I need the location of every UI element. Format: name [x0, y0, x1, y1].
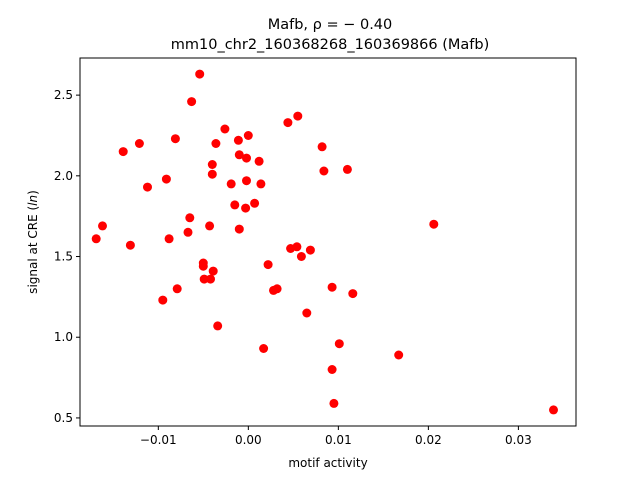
data-point [185, 213, 195, 223]
data-point [234, 224, 244, 234]
data-point [206, 274, 215, 284]
plot-frame [79, 57, 577, 427]
data-point [334, 339, 344, 349]
data-point [158, 295, 168, 305]
data-point [327, 282, 337, 292]
data-point [327, 365, 337, 374]
data-point [91, 234, 101, 244]
data-point [250, 198, 260, 208]
y-axis-ticks: 0.5 1.0 1.5 2.0 2.5 [54, 88, 80, 425]
data-point [98, 221, 107, 231]
data-point [198, 261, 208, 271]
x-axis-ticks: −0.01 0.00 0.01 0.02 0.03 [140, 426, 532, 447]
data-point [213, 321, 223, 331]
data-point [207, 169, 217, 179]
data-point [226, 179, 236, 189]
data-point [230, 200, 240, 210]
chart-title-line1: Mafb, ρ = − 0.40 [268, 17, 393, 33]
data-point [125, 240, 135, 250]
data-point [348, 289, 358, 299]
x-tick-label: 0.01 [325, 433, 352, 447]
data-point [143, 182, 152, 192]
data-point [329, 398, 339, 408]
data-point [293, 111, 303, 121]
chart-title-line2: mm10_chr2_160368268_160369866 (Mafb) [171, 37, 489, 53]
x-tick-label: 0.02 [415, 433, 442, 447]
x-tick-label: 0.00 [235, 433, 262, 447]
data-point [302, 308, 312, 318]
data-point [269, 285, 278, 295]
data-point [259, 344, 269, 353]
data-point [296, 252, 306, 261]
data-point [263, 260, 273, 270]
data-point [183, 227, 193, 237]
y-tick-label: 1.0 [54, 330, 73, 344]
data-point [161, 174, 171, 184]
data-point [256, 179, 266, 189]
data-point [342, 164, 352, 174]
x-axis-label: motif activity [288, 456, 367, 470]
data-point [207, 160, 217, 169]
data-points [91, 69, 558, 415]
data-point [164, 234, 174, 244]
data-point [195, 69, 205, 79]
y-tick-label: 2.0 [54, 169, 73, 183]
y-tick-label: 2.5 [54, 88, 73, 102]
y-axis-label-italic: ln [26, 195, 40, 206]
y-tick-label: 0.5 [54, 411, 73, 425]
x-tick-label: −0.01 [140, 433, 177, 447]
data-point [243, 131, 253, 140]
data-point [283, 118, 293, 128]
x-tick-label: 0.03 [505, 433, 532, 447]
data-point [242, 176, 251, 186]
data-point [242, 153, 251, 163]
data-point [319, 166, 329, 176]
y-tick-label: 1.5 [54, 250, 73, 264]
data-point [394, 350, 404, 360]
data-point [187, 97, 197, 107]
data-point [205, 221, 215, 231]
data-point [429, 219, 439, 229]
data-point [172, 284, 182, 294]
data-point [220, 124, 230, 134]
data-point [211, 139, 221, 148]
data-point [317, 142, 327, 152]
data-point [254, 156, 264, 166]
data-point [241, 203, 251, 213]
data-point [549, 405, 558, 415]
data-point [233, 135, 243, 145]
data-point [199, 274, 209, 284]
data-point [134, 139, 144, 148]
data-point [286, 244, 296, 253]
data-point [234, 150, 244, 160]
data-point [305, 245, 315, 255]
data-point [118, 147, 128, 157]
data-point [170, 134, 180, 144]
y-axis-label-suffix: ) [26, 190, 40, 195]
y-axis-label-prefix: signal at CRE ( [26, 206, 40, 294]
y-axis-label: signal at CRE (ln) [26, 190, 40, 294]
data-point [208, 266, 218, 276]
